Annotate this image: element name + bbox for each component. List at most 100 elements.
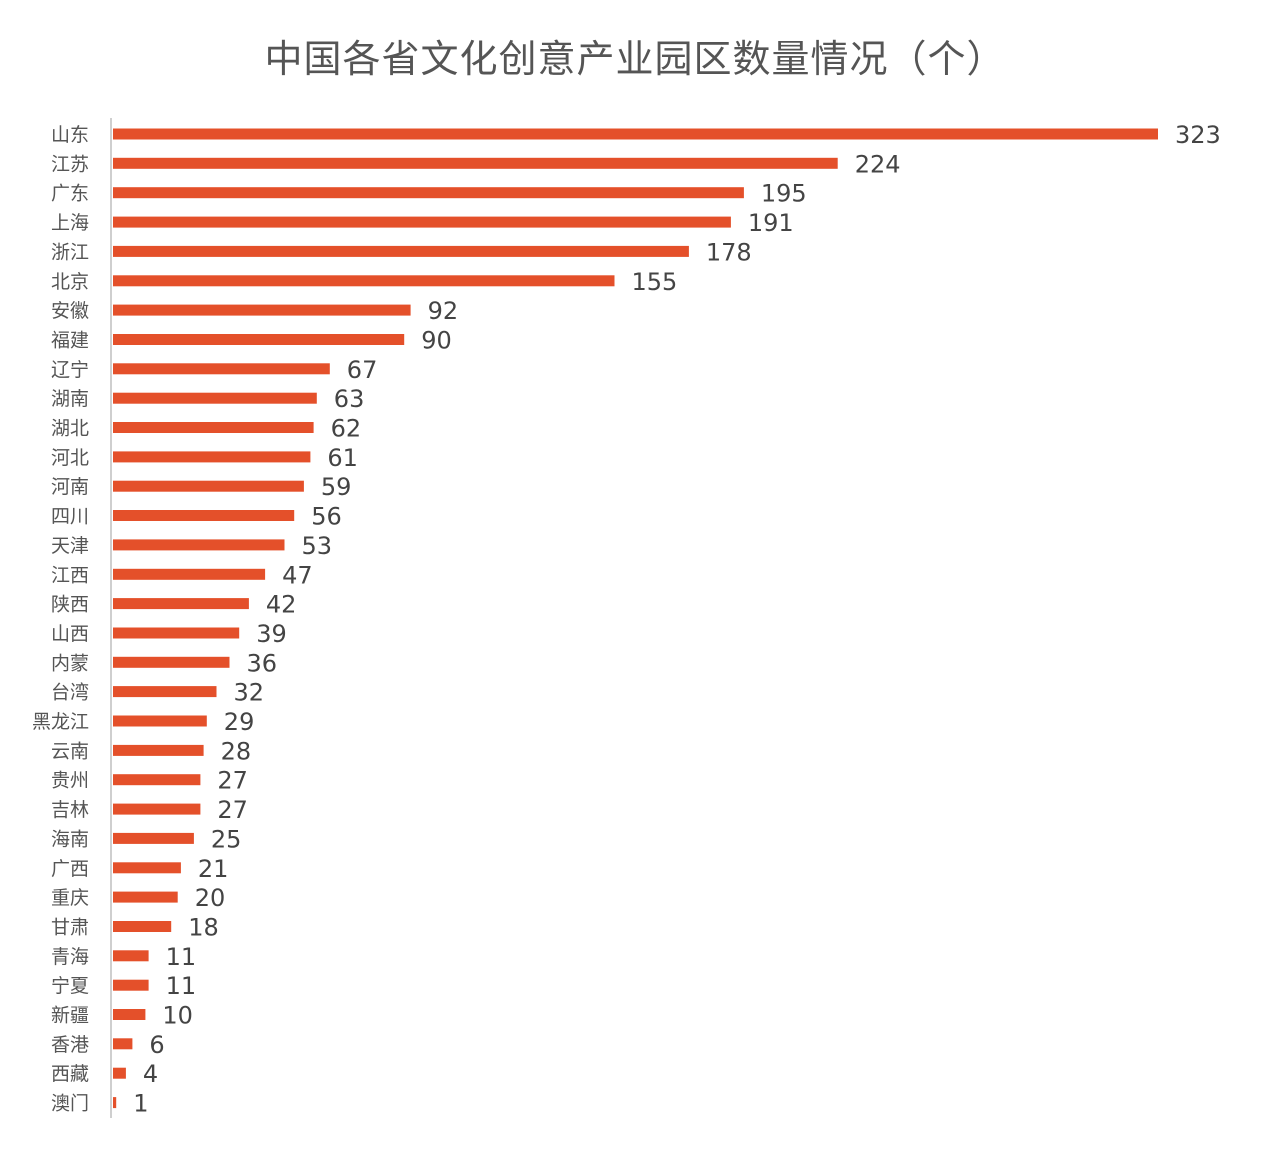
bar-重庆 (113, 891, 178, 903)
category-label: 黑龙江 (32, 711, 89, 733)
category-label: 山西 (51, 623, 89, 645)
category-label: 安徽 (51, 300, 89, 322)
bar-宁夏 (113, 979, 149, 991)
category-label: 内蒙 (51, 652, 89, 674)
category-label: 西藏 (51, 1063, 89, 1085)
bar-新疆 (113, 1009, 146, 1020)
bar-广西 (113, 862, 181, 874)
bar-上海 (113, 216, 731, 228)
bar-广东 (113, 187, 744, 199)
category-label: 吉林 (51, 799, 89, 821)
bar-海南 (113, 832, 194, 844)
value-label: 11 (166, 972, 197, 1000)
category-label: 湖北 (51, 418, 89, 440)
category-label: 陕西 (51, 594, 89, 616)
value-label: 63 (334, 385, 365, 413)
bar-安徽 (113, 304, 411, 316)
bar-湖北 (113, 422, 314, 433)
category-label: 青海 (51, 946, 89, 968)
bar-江西 (113, 568, 266, 580)
value-label: 20 (195, 884, 226, 912)
category-label: 山东 (51, 124, 89, 146)
bar-内蒙 (113, 656, 230, 668)
category-label: 贵州 (51, 770, 89, 792)
value-label: 67 (347, 356, 378, 384)
value-labels-group: 3232241951911781559290676362615956534742… (133, 121, 1221, 1118)
value-label: 191 (748, 209, 794, 237)
value-label: 27 (217, 796, 248, 824)
category-label: 台湾 (51, 682, 89, 704)
bar-辽宁 (113, 363, 330, 375)
value-label: 21 (198, 855, 229, 883)
category-label: 广西 (51, 858, 89, 880)
category-label: 浙江 (51, 241, 89, 263)
bar-湖南 (113, 392, 317, 404)
category-label: 宁夏 (51, 975, 89, 997)
bar-陕西 (113, 598, 249, 610)
bar-台湾 (113, 686, 217, 698)
value-label: 1 (133, 1090, 148, 1118)
category-label: 香港 (51, 1034, 89, 1056)
value-label: 59 (321, 473, 352, 501)
value-label: 10 (162, 1002, 193, 1030)
bar-山西 (113, 627, 240, 639)
category-label: 海南 (51, 828, 89, 850)
category-label: 重庆 (51, 887, 89, 909)
bar-甘肃 (113, 921, 172, 932)
value-label: 18 (188, 914, 219, 942)
category-labels-group: 山东江苏广东上海浙江北京安徽福建辽宁湖南湖北河北河南四川天津江西陕西山西内蒙台湾… (32, 124, 89, 1115)
category-label: 江苏 (51, 153, 89, 175)
bar-西藏 (113, 1067, 126, 1079)
bars-group (113, 128, 1158, 1109)
value-label: 61 (327, 444, 358, 472)
category-label: 河南 (51, 476, 89, 498)
bar-江苏 (113, 157, 838, 169)
bar-天津 (113, 539, 285, 551)
value-label: 39 (256, 620, 287, 648)
value-label: 47 (282, 561, 313, 589)
category-label: 上海 (51, 212, 89, 234)
value-label: 6 (149, 1031, 164, 1059)
value-label: 92 (428, 297, 459, 325)
value-label: 224 (855, 150, 901, 178)
value-label: 36 (247, 649, 278, 677)
value-label: 178 (706, 238, 752, 266)
category-label: 福建 (51, 330, 89, 352)
category-label: 北京 (51, 271, 89, 293)
value-label: 90 (421, 327, 452, 355)
bar-香港 (113, 1038, 133, 1050)
value-label: 11 (166, 943, 197, 971)
value-label: 53 (302, 532, 333, 560)
category-label: 辽宁 (51, 359, 89, 381)
value-label: 27 (217, 767, 248, 795)
value-label: 195 (761, 180, 807, 208)
category-label: 广东 (51, 183, 89, 205)
value-label: 32 (234, 679, 265, 707)
category-label: 河北 (51, 447, 89, 469)
category-label: 澳门 (51, 1093, 89, 1115)
chart-title: 中国各省文化创意产业园区数量情况（个） (264, 37, 1006, 81)
value-label: 25 (211, 825, 242, 853)
value-label: 42 (266, 591, 297, 619)
value-label: 28 (221, 737, 252, 765)
bar-福建 (113, 334, 405, 345)
category-label: 新疆 (51, 1005, 89, 1027)
bar-四川 (113, 510, 295, 521)
category-label: 四川 (51, 506, 89, 528)
value-label: 155 (632, 268, 678, 296)
category-label: 湖南 (51, 388, 89, 410)
value-label: 29 (224, 708, 255, 736)
bar-青海 (113, 950, 149, 962)
value-label: 323 (1175, 121, 1221, 149)
bar-河北 (113, 451, 311, 463)
bar-浙江 (113, 245, 689, 257)
bar-北京 (113, 275, 615, 287)
bar-云南 (113, 744, 204, 756)
category-label: 甘肃 (51, 917, 89, 939)
value-label: 62 (331, 415, 362, 443)
bar-河南 (113, 480, 304, 492)
bar-吉林 (113, 803, 201, 815)
bar-贵州 (113, 774, 201, 786)
bar-澳门 (113, 1097, 117, 1109)
